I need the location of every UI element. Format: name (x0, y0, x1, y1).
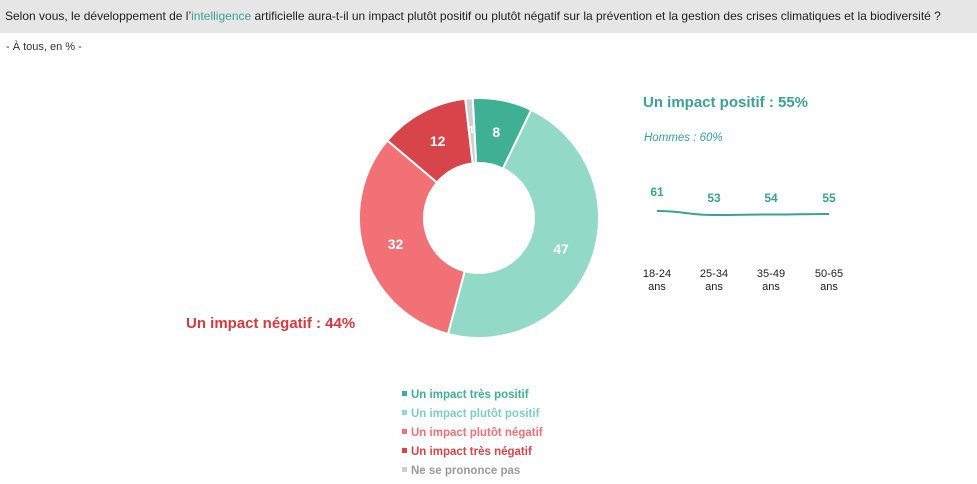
age-category-label: 50-65 ans (799, 268, 859, 294)
legend-item-plutot-negatif: Un impact plutôt négatif (402, 426, 543, 445)
legend-label: Ne se prononce pas (411, 465, 521, 477)
legend-swatch (402, 391, 407, 397)
legend-item-tres-positif: Un impact très positif (402, 388, 543, 407)
age-category-line: ans (762, 281, 780, 293)
legend-label: Un impact très négatif (411, 446, 532, 458)
age-category-label: 18-24 ans (627, 268, 687, 294)
donut-value-label: 1 (468, 124, 475, 136)
donut-value-label: 12 (429, 132, 446, 149)
age-series-line (656, 210, 830, 217)
age-category-label: 25-34 ans (684, 268, 744, 294)
donut-slice-plutot-positif (446, 108, 600, 339)
question-text-end: artificielle aura-t-il un impact plutôt … (251, 9, 941, 23)
legend-label: Un impact plutôt positif (411, 408, 540, 420)
legend-swatch (402, 410, 407, 416)
donut-value-label: 32 (387, 236, 404, 253)
legend-label: Un impact plutôt négatif (411, 427, 543, 439)
donut-slice-plutot-negatif (358, 139, 466, 336)
legend-item-tres-negatif: Un impact très négatif (402, 445, 543, 464)
base-note: - À tous, en % - (6, 41, 82, 53)
age-value-label: 54 (764, 191, 778, 205)
donut-value-label: 47 (553, 240, 569, 257)
question-text-start: Selon vous, le développement de l’ (5, 9, 192, 23)
donut-value-label: 8 (492, 124, 501, 141)
legend-swatch (402, 467, 407, 473)
age-category-line: ans (705, 281, 723, 293)
age-category-label: 35-49 ans (741, 268, 801, 294)
legend-label: Un impact très positif (411, 389, 529, 401)
question-bar: Selon vous, le développement de l’intell… (0, 0, 977, 33)
age-category-line: 25-34 (699, 268, 729, 280)
legend: Un impact très positif Un impact plutôt p… (402, 388, 543, 483)
negative-headline: Un impact négatif : 44% (186, 315, 356, 332)
age-value-label: 55 (822, 191, 836, 205)
legend-swatch (402, 429, 407, 435)
legend-item-nsp: Ne se prononce pas (402, 464, 543, 483)
legend-item-plutot-positif: Un impact plutôt positif (402, 407, 543, 426)
question-highlight: intelligence (191, 9, 252, 23)
age-category-line: 35-49 (756, 268, 786, 280)
positive-headline: Un impact positif : 55% (643, 94, 809, 111)
age-category-line: 18-24 (642, 268, 672, 280)
age-category-line: ans (820, 281, 838, 293)
age-category-line: ans (648, 281, 666, 293)
donut-slice-nsp (464, 97, 478, 165)
age-value-label: 61 (650, 185, 664, 199)
legend-swatch (402, 448, 407, 454)
age-value-label: 53 (707, 191, 721, 205)
age-category-line: 50-65 (814, 268, 844, 280)
positive-men-subtext: Hommes : 60% (644, 132, 723, 144)
